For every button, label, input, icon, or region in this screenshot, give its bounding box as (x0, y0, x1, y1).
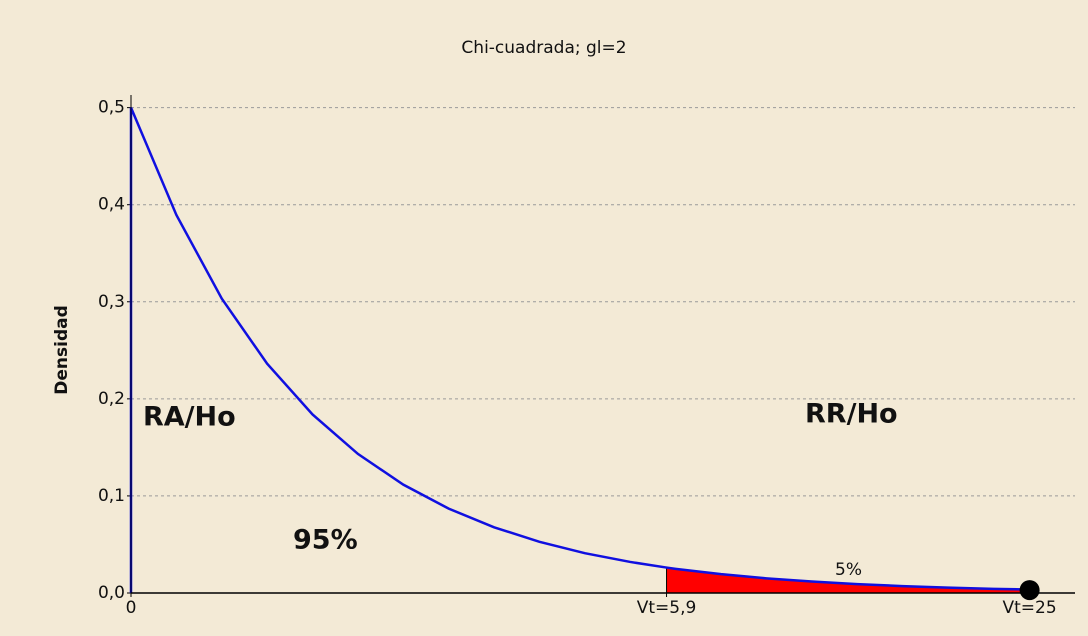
annotation: 95% (293, 525, 358, 556)
point (1019, 580, 1040, 601)
y-tick-label: 0,2 (98, 389, 125, 409)
x-tick-label: Vt=5,9 (637, 598, 697, 618)
chart-title: Chi-cuadrada; gl=2 (461, 38, 626, 58)
y-tick-label: 0,5 (98, 98, 125, 118)
x-tick-label: Vt=25 (1003, 598, 1057, 618)
annotation: 5% (835, 560, 862, 580)
y-tick-label: 0,1 (98, 486, 125, 506)
x-tick-label: 0 (126, 598, 137, 618)
y-tick-label: 0,3 (98, 292, 125, 312)
y-tick-label: 0,4 (98, 195, 125, 215)
y-axis-label: Densidad (52, 305, 72, 395)
annotation: RA/Ho (143, 402, 236, 433)
annotation: RR/Ho (805, 399, 898, 430)
shaded-region (666, 567, 1039, 593)
y-tick-label: 0,0 (98, 583, 125, 603)
density-curve (129, 107, 1039, 593)
